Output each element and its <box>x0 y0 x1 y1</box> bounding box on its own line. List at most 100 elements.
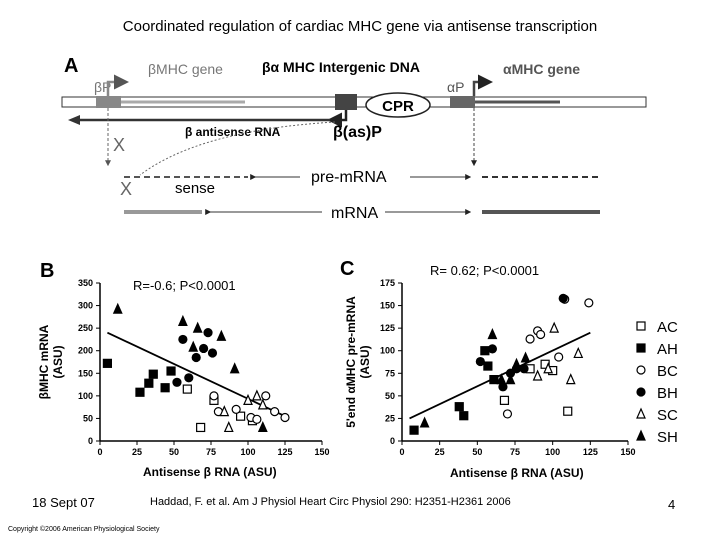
chart-b-y-tick-label: 150 <box>78 368 93 378</box>
chart-b-ylabel-2: (ASU) <box>51 345 65 378</box>
chart-b-point-ah <box>148 369 158 379</box>
chart-b-y-tick-label: 350 <box>78 278 93 288</box>
pre-mrna-label: pre-mRNA <box>311 169 387 186</box>
chart-c-point-bh <box>475 356 485 367</box>
antisense-promoter-box <box>335 94 357 110</box>
chart-b-point-ah <box>144 378 154 388</box>
chart-c-xlabel: Antisense β RNA (ASU) <box>450 466 584 480</box>
chart-b-point-sc <box>251 389 262 401</box>
chart-c-x-tick-label: 150 <box>620 447 635 457</box>
chart-b-point-ac <box>236 411 246 421</box>
chart-c-point-ah <box>409 425 419 435</box>
chart-b-point-ah <box>102 358 113 368</box>
chart-c-x-tick-label: 50 <box>472 447 482 457</box>
chart-c-y-tick-label: 150 <box>380 301 395 311</box>
block-x-1: X <box>113 135 125 155</box>
chart-c-point-sc <box>573 346 584 359</box>
antisense-promoter-label: β(as)P <box>333 124 382 141</box>
chart-b-point-ac <box>196 422 206 433</box>
legend-marker-sc <box>636 407 646 419</box>
chart-c-x-tick-label: 25 <box>435 447 445 457</box>
chart-c-point-sc <box>532 369 543 381</box>
chart-b-point-sh <box>257 420 268 433</box>
chart-c-point-ac <box>563 406 573 416</box>
copyright: Copyright ©2006 American Physiological S… <box>8 526 160 533</box>
chart-c-y-tick-label: 100 <box>380 346 395 356</box>
chart-c-point-bc <box>536 329 546 340</box>
chart-b-point-sc <box>219 405 230 417</box>
chart-b-point-sc <box>243 393 253 405</box>
beta-promoter-arrow <box>106 74 129 96</box>
chart-b-point-bh <box>178 334 188 345</box>
legend-label-sc: SC <box>657 407 678 424</box>
antisense-dashed-curve <box>139 121 336 176</box>
chart-c-point-bc <box>525 334 535 344</box>
chart-c-point-sc <box>565 373 576 385</box>
chart-b-point-sh <box>112 302 123 314</box>
legend-marker-sh <box>636 429 646 441</box>
chart-c-point-sh <box>419 416 430 428</box>
chart-c-point-ac <box>540 359 550 369</box>
chart-c-point-bc <box>502 409 513 419</box>
chart-b-point-bh <box>184 373 194 383</box>
chart-b-point-bh <box>172 377 182 387</box>
chart-b-point-ah <box>135 387 145 397</box>
chart-b-x-tick-label: 50 <box>169 447 179 457</box>
chart-b-point-sh <box>229 362 240 374</box>
chart-c-trendline <box>409 331 591 420</box>
panel-b-label: B <box>40 260 54 282</box>
chart-b-point-ah <box>166 366 176 376</box>
chart-b-point-bh <box>199 343 209 354</box>
chart-c-x-tick-label: 100 <box>545 447 560 457</box>
chart-c-point-sc <box>549 321 560 333</box>
chart-c-point-bc <box>554 352 564 362</box>
block-x-2: X <box>120 179 132 199</box>
chart-c-ylabel-2: (ASU) <box>358 345 372 378</box>
chart-b-point-bc <box>261 391 271 401</box>
chart-b-point-bc <box>231 404 241 414</box>
cpr-label: CPR <box>382 98 414 115</box>
chart-b-x-tick-label: 100 <box>240 447 255 457</box>
chart-b-y-tick-label: 100 <box>78 391 93 401</box>
chart-c-x-tick-label: 125 <box>583 447 598 457</box>
legend-label-sh: SH <box>657 429 678 446</box>
chart-c-x-tick-label: 0 <box>399 447 404 457</box>
chart-b-point-sh <box>216 329 227 341</box>
chart-b-point-sc <box>223 420 234 433</box>
legend-label-ac: AC <box>657 319 678 336</box>
chart-b-point-bc <box>280 412 290 423</box>
antisense-promoter-arrow <box>327 110 348 128</box>
chart-b-point-ah <box>160 383 170 393</box>
chart-b-x-tick-label: 0 <box>97 447 102 457</box>
chart-c-point-sh <box>520 351 531 363</box>
beta-promoter-box <box>96 96 121 108</box>
chart-c-y-tick-label: 0 <box>390 436 395 446</box>
chart-c-point-sh <box>511 357 522 369</box>
legend-marker-bh <box>636 387 646 397</box>
chart-b-x-tick-label: 150 <box>314 447 329 457</box>
chart-b-point-bc <box>252 414 262 424</box>
chart-b-x-tick-label: 25 <box>132 447 142 457</box>
chart-c-point-ac <box>499 395 510 405</box>
chart-c: C R= 0.62; P<0.0001 Antisense β RNA (ASU… <box>340 258 636 480</box>
chart-c-ylabel-1: 5'end αMHC pre-mRNA <box>344 296 358 428</box>
chart-c-point-sc <box>543 362 554 374</box>
page-number: 4 <box>668 497 676 512</box>
alpha-promoter-arrow <box>472 74 493 96</box>
chart-c-point-bh <box>558 293 568 303</box>
legend-marker-ac <box>636 321 646 331</box>
chart-b-x-tick-label: 75 <box>206 447 216 457</box>
mrna-label: mRNA <box>331 205 378 222</box>
chart-c-point-ah <box>480 346 490 356</box>
chart-b: B R=-0.6; P<0.0001 Antisense β RNA (ASU)… <box>37 260 330 479</box>
antisense-rna-label: β antisense RNA <box>185 125 281 139</box>
chart-c-y-tick-label: 175 <box>380 278 395 288</box>
chart-b-point-sh <box>188 340 199 352</box>
chart-c-point-sh <box>496 373 507 385</box>
chart-b-y-tick-label: 50 <box>83 413 93 423</box>
chart-b-annotation: R=-0.6; P<0.0001 <box>133 278 236 293</box>
chart-b-point-bh <box>191 352 201 363</box>
slide-title: Coordinated regulation of cardiac MHC ge… <box>122 18 598 35</box>
legend-label-bc: BC <box>657 363 678 380</box>
chart-c-annotation: R= 0.62; P<0.0001 <box>430 263 539 278</box>
